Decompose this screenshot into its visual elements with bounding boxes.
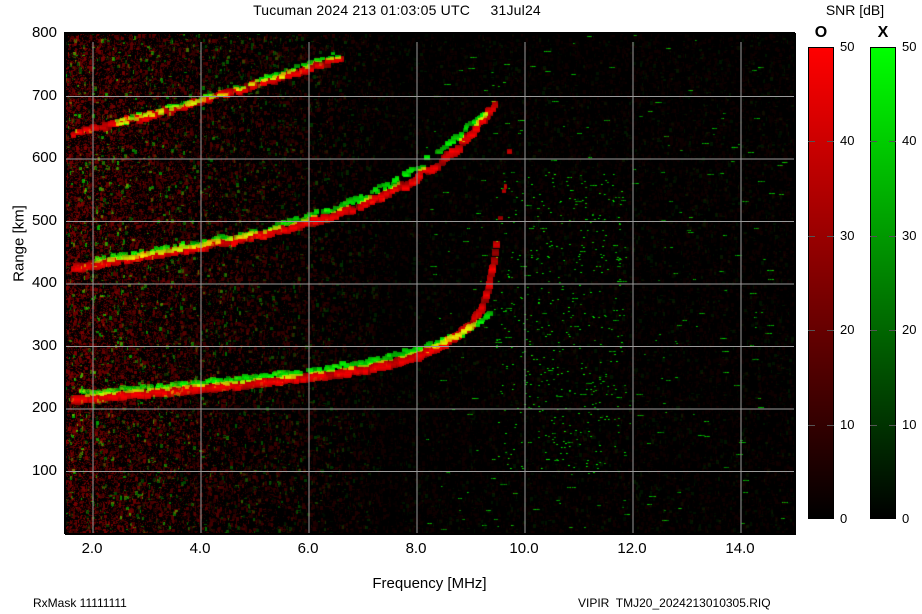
colorbar-tick-mark: [870, 141, 896, 143]
colorbar-tick-label: 10: [902, 416, 917, 432]
page-title: Tucuman 2024 213 01:03:05 UTC 31Jul24: [253, 2, 541, 18]
colorbar-tick-label: 50: [840, 39, 855, 54]
x-tick-label: 4.0: [189, 540, 211, 557]
y-tick-label: 400: [31, 274, 57, 291]
colorbar-tick-mark: [808, 235, 834, 237]
colorbar-tick-label: 20: [840, 322, 855, 338]
y-tick-label: 500: [31, 211, 57, 229]
colorbar-o-gradient: [808, 47, 834, 519]
colorbar-o-head: O: [814, 24, 828, 41]
colorbar-tick-mark: [808, 424, 834, 426]
y-axis-label: Range [km]: [10, 205, 28, 282]
x-tick-label: 12.0: [617, 540, 647, 557]
rxmask-label: RxMask 11111111: [33, 596, 127, 610]
colorbar-tick-label: 30: [902, 227, 917, 243]
x-tick-label: 14.0: [725, 540, 755, 557]
y-tick-label: 800: [31, 24, 57, 41]
colorbar-tick-mark: [808, 330, 834, 332]
colorbar-tick-label: 10: [840, 416, 855, 432]
y-tick-label: 700: [31, 86, 57, 104]
colorbar-tick-label: 40: [902, 133, 917, 149]
x-tick-label: 2.0: [81, 540, 103, 557]
colorbar-tick-label: 0: [840, 511, 848, 526]
x-tick-label: 8.0: [405, 540, 427, 557]
ionogram-plot[interactable]: [65, 33, 796, 535]
colorbar-tick-label: 50: [902, 39, 917, 54]
colorbar-title: SNR [dB]: [825, 2, 885, 18]
e-layer-marker: [66, 34, 78, 60]
colorbar-tick-label: 30: [840, 227, 855, 243]
y-axis-ticks: 100 200 300 400 500 600 700 800: [0, 0, 57, 614]
x-axis-label: Frequency [MHz]: [372, 575, 487, 592]
x-tick-label: 10.0: [509, 540, 539, 557]
y-tick-label: 300: [31, 336, 57, 354]
colorbar-tick-mark: [870, 330, 896, 332]
colorbar-x-gradient: [870, 47, 896, 519]
colorbar-x-head: X: [877, 24, 889, 41]
colorbar-tick-label: 40: [840, 133, 855, 149]
source-file-label: VIPIR TMJ20_2024213010305.RIQ: [578, 596, 771, 610]
colorbar-tick-mark: [870, 235, 896, 237]
colorbar-tick-mark: [808, 141, 834, 143]
y-tick-label: 100: [31, 461, 57, 479]
colorbar-tick-label: 0: [902, 511, 910, 526]
y-tick-label: 200: [31, 399, 57, 416]
y-tick-label: 600: [31, 149, 57, 166]
colorbar-tick-mark: [870, 424, 896, 426]
colorbar-tick-label: 20: [902, 322, 917, 338]
colorbar-panel: SNR [dB] O X 0 0 10 10 20 20 30 30 40 40 50 50: [800, 0, 922, 614]
x-tick-label: 6.0: [297, 540, 319, 557]
ionogram-canvas[interactable]: [66, 34, 795, 534]
